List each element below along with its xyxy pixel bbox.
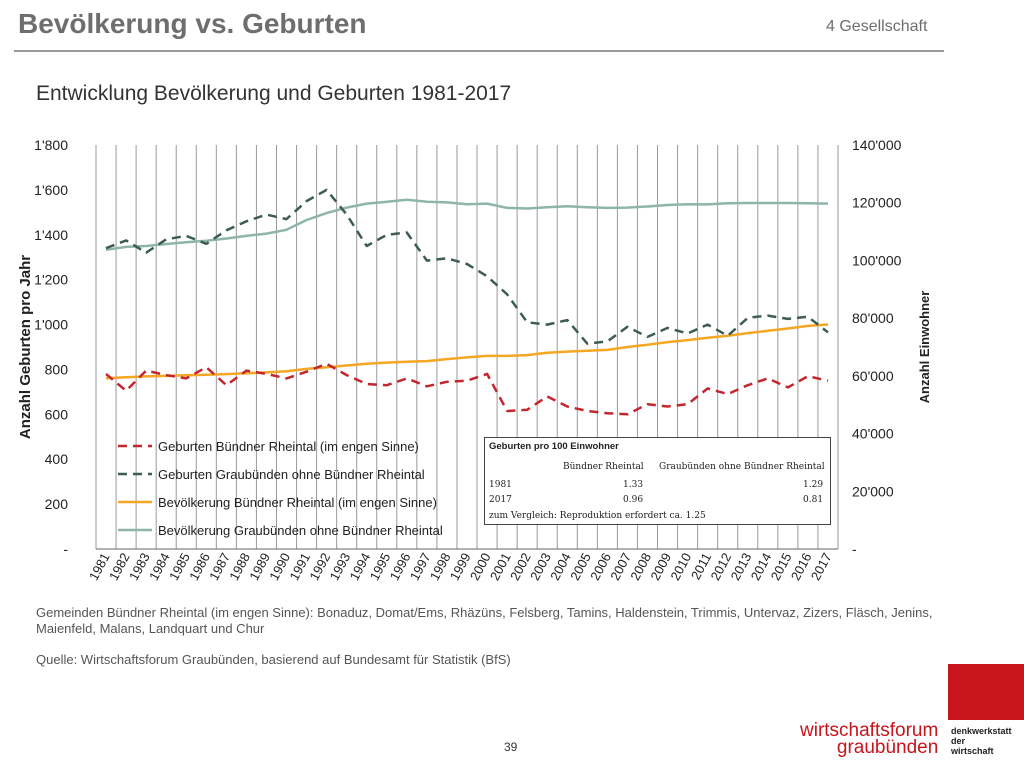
y-left-tick-label: 1'600 (34, 182, 68, 198)
info-box: Geburten pro 100 Einwohner Bündner Rhein… (484, 437, 831, 525)
y-left-axis-title: Anzahl Geburten pro Jahr (17, 255, 34, 439)
y-left-tick-label: 1'200 (34, 272, 68, 288)
logo-tagline: denkwerkstatt der wirtschaft (951, 726, 1012, 756)
footnote: Gemeinden Bündner Rheintal (im engen Sin… (36, 605, 933, 636)
y-left-tick-label: 400 (45, 451, 69, 467)
legend-label-2: Geburten Graubünden ohne Bündner Rheinta… (158, 467, 425, 482)
source-note: Quelle: Wirtschaftsforum Graubünden, bas… (36, 652, 511, 667)
title-divider (14, 50, 944, 52)
info-box-col2-header: Graubünden ohne Bündner Rheintal (659, 462, 825, 472)
y-right-tick-label: 140'000 (852, 137, 902, 153)
series-line-4 (105, 198, 829, 252)
info-box-row1-label: 1981 (489, 480, 512, 490)
x-tick-label: 2010 (667, 550, 694, 583)
y-right-tick-label: 120'000 (852, 195, 902, 211)
info-box-row2-v2: 0.81 (803, 495, 824, 505)
info-box-row1-v1: 1.33 (623, 480, 644, 490)
section-label: 4 Gesellschaft (826, 18, 928, 35)
series-line-1 (105, 362, 829, 416)
y-right-tick-label: 80'000 (852, 310, 894, 326)
chart-svg: - 200 400 600 800 1'000 1'200 1'400 1'600 1'800 - 2… (17, 137, 932, 583)
y-right-tick-label: 100'000 (852, 252, 902, 268)
slide-title: Bevölkerung vs. Geburten (18, 8, 367, 39)
y-right-tick-label: 20'000 (852, 483, 894, 499)
legend-label-1: Geburten Bündner Rheintal (im engen Sinn… (158, 439, 419, 454)
logo-tagline-3: wirtschaft (951, 746, 994, 756)
logo-tagline-1: denkwerkstatt (951, 726, 1012, 736)
logo-line1: wirtschaftsforum (800, 720, 939, 741)
y-left-tick-label: - (63, 541, 68, 557)
page-number: 39 (504, 740, 518, 754)
y-left-tick-label: 800 (45, 361, 69, 377)
y-left-tick-label: 1'000 (34, 317, 68, 333)
y-right-axis-title: Anzahl Einwohner (917, 291, 932, 404)
logo-tagline-2: der (951, 736, 966, 746)
info-box-col1-header: Bündner Rheintal (563, 462, 644, 472)
info-box-row2-v1: 0.96 (623, 495, 644, 505)
y-left-tick-label: 1'400 (34, 227, 68, 243)
x-tick-label: 2017 (808, 550, 835, 583)
y-left-tick-label: 1'800 (34, 137, 68, 153)
y-left-tick-label: 200 (45, 496, 69, 512)
y-left-tick-label: 600 (45, 406, 69, 422)
series-line-2 (105, 188, 829, 345)
chart-title: Entwicklung Bevölkerung und Geburten 198… (36, 82, 512, 105)
legend-label-4: Bevölkerung Graubünden ohne Bündner Rhei… (158, 523, 443, 538)
info-box-row1-v2: 1.29 (803, 480, 824, 490)
info-box-title: Geburten pro 100 Einwohner (489, 441, 619, 452)
info-box-note: zum Vergleich: Reproduktion erfordert ca… (489, 511, 706, 521)
logo-line2: graubünden (836, 737, 939, 758)
legend-label-3: Bevölkerung Bündner Rheintal (im engen S… (158, 495, 437, 510)
logo: wirtschaftsforum graubünden (800, 720, 939, 758)
y-right-tick-label: 60'000 (852, 368, 894, 384)
y-right-tick-label: - (852, 541, 857, 557)
info-box-row2-label: 2017 (489, 495, 512, 505)
brand-red-square (948, 664, 1024, 720)
y-right-tick-label: 40'000 (852, 426, 894, 442)
series-line-3 (105, 323, 829, 380)
